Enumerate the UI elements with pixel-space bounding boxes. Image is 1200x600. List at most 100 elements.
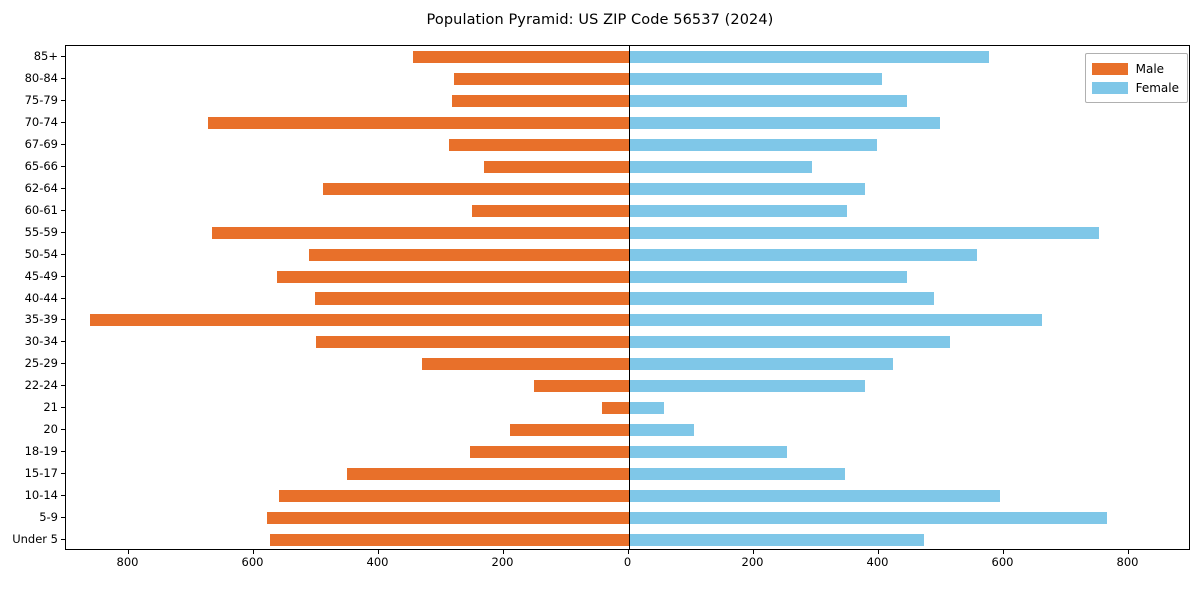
bar-female[interactable] (628, 160, 812, 173)
bar-row (66, 160, 1189, 173)
y-axis-tick-label: 50-54 (24, 246, 58, 261)
y-axis-tick-mark (61, 429, 65, 431)
bar-female[interactable] (628, 116, 940, 129)
bar-female[interactable] (628, 402, 664, 415)
bar-row (66, 490, 1189, 503)
bar-row (66, 204, 1189, 217)
x-axis-tick-label: 400 (866, 555, 889, 569)
bars-layer (66, 46, 1189, 549)
bar-male[interactable] (453, 72, 629, 85)
bar-row (66, 138, 1189, 151)
y-axis-tick-label: 40-44 (24, 290, 58, 305)
bar-male[interactable] (533, 380, 629, 393)
y-axis-tick-mark (61, 143, 65, 145)
bar-female[interactable] (628, 226, 1099, 239)
bar-female[interactable] (628, 424, 694, 437)
legend-item-male[interactable]: Male (1091, 59, 1179, 78)
bar-male[interactable] (270, 533, 629, 547)
bar-female[interactable] (628, 72, 883, 85)
bar-male[interactable] (267, 512, 629, 525)
bar-male[interactable] (448, 138, 629, 151)
bar-male[interactable] (470, 446, 629, 459)
bar-row (66, 402, 1189, 415)
bar-male[interactable] (314, 292, 629, 305)
legend-label-female: Female (1135, 80, 1179, 95)
y-axis-tick-mark (61, 99, 65, 101)
bar-row (66, 270, 1189, 283)
bar-male[interactable] (510, 424, 629, 437)
bar-male[interactable] (601, 402, 629, 415)
x-axis-tick-mark (877, 550, 879, 554)
legend-label-male: Male (1135, 61, 1165, 76)
bar-female[interactable] (628, 182, 866, 195)
y-axis-tick-mark (61, 253, 65, 255)
y-axis-tick-mark (61, 319, 65, 321)
bar-female[interactable] (628, 446, 787, 459)
bar-male[interactable] (277, 270, 629, 283)
bar-male[interactable] (346, 468, 629, 481)
y-axis-tick-mark (61, 517, 65, 519)
bar-row (66, 358, 1189, 371)
y-axis-tick-label: 5-9 (39, 510, 58, 525)
bar-row (66, 533, 1189, 547)
bar-male[interactable] (278, 490, 629, 503)
bar-female[interactable] (628, 94, 908, 107)
y-axis-tick-mark (61, 275, 65, 277)
bar-male[interactable] (316, 336, 629, 349)
bar-female[interactable] (628, 468, 846, 481)
bar-male[interactable] (471, 204, 629, 217)
legend-swatch-female (1091, 81, 1128, 94)
y-axis-tick-mark (61, 209, 65, 211)
y-axis-tick-mark (61, 539, 65, 541)
legend-swatch-male (1091, 62, 1128, 75)
y-axis-tick-mark (61, 165, 65, 167)
bar-female[interactable] (628, 358, 893, 371)
bar-male[interactable] (322, 182, 629, 195)
bar-female[interactable] (628, 292, 934, 305)
x-axis-tick-label: 0 (623, 555, 632, 569)
bar-female[interactable] (628, 138, 878, 151)
y-axis-tick-label: 22-24 (24, 378, 58, 393)
bar-female[interactable] (628, 270, 907, 283)
bar-female[interactable] (628, 490, 1001, 503)
bar-male[interactable] (308, 248, 629, 261)
bar-female[interactable] (628, 248, 977, 261)
x-axis-tick-mark (252, 550, 254, 554)
bar-male[interactable] (89, 314, 629, 327)
x-axis-tick-mark (1002, 550, 1004, 554)
bar-female[interactable] (628, 204, 847, 217)
bar-male[interactable] (211, 226, 629, 239)
bar-row (66, 446, 1189, 459)
bar-female[interactable] (628, 533, 924, 547)
bar-row (66, 116, 1189, 129)
x-axis-tick-label: 600 (991, 555, 1014, 569)
bar-female[interactable] (628, 336, 951, 349)
y-axis-tick-label: 18-19 (24, 444, 58, 459)
bar-male[interactable] (412, 50, 629, 63)
legend-item-female[interactable]: Female (1091, 78, 1179, 97)
bar-row (66, 424, 1189, 437)
bar-row (66, 336, 1189, 349)
y-axis-tick-label: Under 5 (12, 532, 58, 547)
bar-male[interactable] (207, 116, 629, 129)
x-axis-tick-mark (502, 550, 504, 554)
y-axis-tick-label: 35-39 (24, 312, 58, 327)
bar-female[interactable] (628, 512, 1108, 525)
y-axis-tick-label: 75-79 (24, 92, 58, 107)
bar-male[interactable] (483, 160, 629, 173)
x-axis-tick-mark (627, 550, 629, 554)
x-axis-tick-label: 800 (116, 555, 139, 569)
y-axis-tick-mark (61, 363, 65, 365)
zero-axis-line (628, 46, 630, 549)
bar-row (66, 248, 1189, 261)
bar-row (66, 50, 1189, 63)
bar-female[interactable] (628, 380, 866, 393)
y-axis-tick-label: 45-49 (24, 268, 58, 283)
bar-female[interactable] (628, 50, 989, 63)
bar-row (66, 226, 1189, 239)
y-axis-tick-mark (61, 385, 65, 387)
bar-male[interactable] (451, 94, 629, 107)
y-axis-tick-label: 21 (43, 400, 58, 415)
bar-male[interactable] (422, 358, 629, 371)
bar-female[interactable] (628, 314, 1042, 327)
